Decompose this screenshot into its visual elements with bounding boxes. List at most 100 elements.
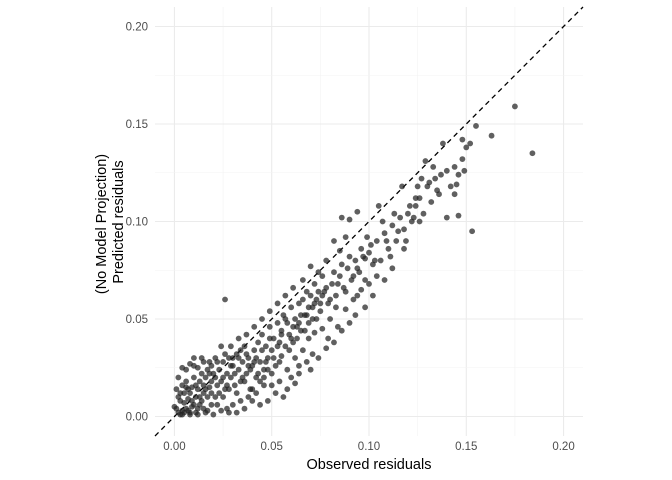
data-point bbox=[461, 167, 468, 174]
data-point bbox=[191, 362, 197, 369]
data-point bbox=[422, 158, 429, 164]
data-point bbox=[214, 382, 221, 389]
data-point bbox=[255, 370, 262, 377]
data-point bbox=[512, 103, 518, 110]
data-point bbox=[319, 325, 326, 332]
data-point bbox=[294, 335, 300, 342]
data-point bbox=[173, 386, 180, 393]
data-point bbox=[286, 347, 293, 354]
data-point bbox=[307, 292, 314, 299]
data-point bbox=[387, 253, 394, 260]
data-point bbox=[276, 359, 283, 365]
data-point bbox=[412, 195, 419, 202]
data-point bbox=[315, 288, 322, 295]
data-point bbox=[426, 179, 433, 186]
data-point bbox=[189, 403, 195, 410]
data-point bbox=[385, 245, 392, 252]
data-point bbox=[183, 366, 190, 373]
data-point bbox=[274, 300, 281, 307]
data-point bbox=[463, 144, 470, 151]
data-point bbox=[222, 351, 228, 357]
data-point bbox=[296, 320, 302, 326]
data-point bbox=[218, 407, 225, 414]
data-point bbox=[488, 132, 495, 139]
data-point bbox=[204, 394, 211, 400]
data-point bbox=[323, 345, 330, 352]
data-point bbox=[329, 281, 335, 287]
x-axis-title: Observed residuals bbox=[307, 457, 432, 473]
data-point bbox=[383, 238, 390, 244]
data-point bbox=[192, 382, 199, 389]
data-point bbox=[334, 281, 341, 287]
data-point bbox=[467, 140, 474, 147]
data-point bbox=[262, 359, 269, 365]
data-point bbox=[274, 320, 281, 326]
data-point bbox=[414, 183, 421, 190]
data-point bbox=[175, 374, 182, 381]
data-point bbox=[336, 247, 343, 254]
data-point bbox=[290, 284, 297, 291]
data-point bbox=[451, 164, 458, 170]
data-point bbox=[296, 300, 302, 307]
data-point bbox=[257, 378, 263, 385]
data-point bbox=[362, 304, 369, 311]
data-point bbox=[214, 359, 221, 365]
data-point bbox=[233, 390, 240, 396]
data-point bbox=[255, 339, 262, 346]
data-point bbox=[214, 401, 221, 408]
data-point bbox=[191, 355, 197, 361]
data-point bbox=[459, 156, 466, 163]
data-point bbox=[299, 296, 306, 303]
data-point bbox=[369, 292, 376, 299]
data-point bbox=[288, 335, 295, 342]
data-point bbox=[264, 398, 271, 404]
data-point bbox=[282, 292, 289, 299]
data-point bbox=[268, 347, 275, 354]
data-point bbox=[266, 323, 273, 330]
data-point bbox=[379, 218, 386, 225]
data-point bbox=[261, 382, 267, 389]
y-tick-label: 0.10 bbox=[126, 217, 148, 229]
data-point bbox=[447, 183, 454, 190]
data-point bbox=[319, 273, 326, 279]
data-point bbox=[344, 265, 351, 272]
x-tick-label: 0.05 bbox=[261, 441, 283, 453]
data-point bbox=[420, 210, 427, 217]
data-point bbox=[288, 304, 295, 311]
data-point bbox=[179, 411, 186, 418]
data-point bbox=[194, 411, 201, 418]
data-point bbox=[358, 286, 365, 293]
data-point bbox=[311, 300, 318, 307]
data-point bbox=[430, 164, 437, 170]
data-point bbox=[241, 343, 248, 350]
y-tick-label: 0.00 bbox=[126, 412, 148, 424]
data-point bbox=[301, 327, 308, 334]
data-point bbox=[443, 214, 450, 221]
data-point bbox=[406, 203, 413, 209]
data-point bbox=[276, 378, 283, 385]
data-point bbox=[227, 362, 234, 369]
grid-lines bbox=[155, 7, 583, 436]
data-point bbox=[208, 390, 215, 396]
reference-line-group bbox=[154, 6, 584, 437]
x-tick-label: 0.15 bbox=[455, 441, 477, 453]
data-point bbox=[224, 382, 230, 389]
data-point bbox=[338, 327, 345, 334]
data-point bbox=[237, 398, 244, 404]
data-point bbox=[334, 323, 341, 330]
data-point bbox=[212, 394, 219, 400]
data-point bbox=[348, 277, 355, 283]
y-axis-title-line-2: Predicted residuals bbox=[111, 160, 127, 283]
data-point bbox=[371, 257, 378, 264]
data-point bbox=[342, 306, 349, 313]
data-point bbox=[364, 234, 370, 241]
data-point bbox=[282, 316, 289, 322]
data-point bbox=[331, 238, 337, 244]
data-point bbox=[393, 238, 400, 244]
data-point bbox=[325, 300, 332, 307]
data-point bbox=[299, 277, 306, 283]
data-point bbox=[333, 292, 339, 299]
data-point bbox=[264, 366, 271, 373]
data-point bbox=[401, 245, 407, 252]
